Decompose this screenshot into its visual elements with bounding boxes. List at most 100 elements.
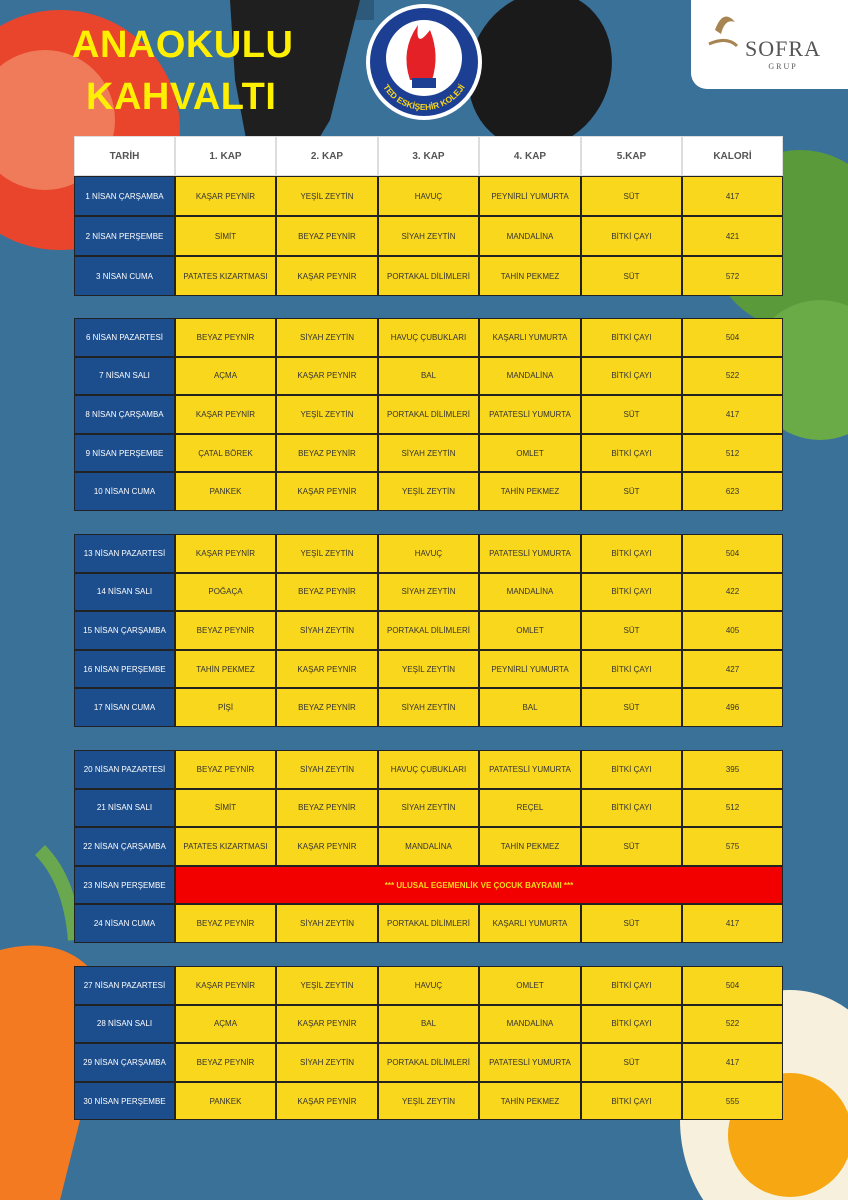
date-cell: 9 NİSAN PERŞEMBE [74, 433, 175, 473]
menu-cell: KAŞARLI YUMURTA [479, 318, 581, 357]
menu-cell: KAŞAR PEYNİR [276, 356, 378, 396]
date-cell: 23 NİSAN PERŞEMBE [74, 865, 175, 905]
menu-cell: SİYAH ZEYTİN [276, 904, 378, 943]
menu-cell: YEŞİL ZEYTİN [276, 534, 378, 573]
logo-torch [412, 78, 436, 88]
calorie-cell: 504 [682, 534, 783, 573]
calorie-cell: 555 [682, 1081, 783, 1121]
brand-sub: GRUP [768, 62, 797, 71]
menu-cell: PORTAKAL DİLİMLERİ [378, 1043, 479, 1082]
menu-cell: BEYAZ PEYNİR [276, 572, 378, 612]
menu-cell: SİYAH ZEYTİN [276, 318, 378, 357]
menu-cell: OMLET [479, 433, 581, 473]
menu-cell: PATATES KIZARTMASI [175, 827, 276, 866]
menu-cell: BİTKİ ÇAYI [581, 433, 682, 473]
menu-cell: PORTAKAL DİLİMLERİ [378, 256, 479, 296]
menu-cell: SİYAH ZEYTİN [378, 572, 479, 612]
date-cell: 17 NİSAN CUMA [74, 688, 175, 727]
menu-cell: SÜT [581, 904, 682, 943]
menu-cell: TAHİN PEKMEZ [479, 1081, 581, 1121]
menu-cell: SİYAH ZEYTİN [378, 433, 479, 473]
menu-cell: SİYAH ZEYTİN [378, 688, 479, 727]
menu-cell: MANDALİNA [479, 216, 581, 256]
date-cell: 27 NİSAN PAZARTESİ [74, 966, 175, 1005]
menu-cell: BİTKİ ÇAYI [581, 649, 682, 689]
menu-cell: BEYAZ PEYNİR [175, 611, 276, 650]
column-header: 3. KAP [378, 136, 479, 176]
calorie-cell: 427 [682, 649, 783, 689]
calorie-cell: 417 [682, 904, 783, 943]
date-cell: 29 NİSAN ÇARŞAMBA [74, 1043, 175, 1082]
menu-cell: BEYAZ PEYNİR [175, 318, 276, 357]
menu-cell: BEYAZ PEYNİR [175, 1043, 276, 1082]
menu-cell: PATATES KIZARTMASI [175, 256, 276, 296]
menu-cell: TAHİN PEKMEZ [479, 256, 581, 296]
menu-cell: OMLET [479, 966, 581, 1005]
menu-cell: MANDALİNA [479, 572, 581, 612]
menu-cell: KAŞAR PEYNİR [276, 1081, 378, 1121]
column-header: TARİH [74, 136, 175, 176]
menu-cell: SİMİT [175, 788, 276, 828]
title-line: KAHVALTI [86, 76, 277, 118]
calorie-cell: 522 [682, 1004, 783, 1044]
date-cell: 15 NİSAN ÇARŞAMBA [74, 611, 175, 650]
menu-cell: PANKEK [175, 472, 276, 511]
date-cell: 8 NİSAN ÇARŞAMBA [74, 395, 175, 434]
menu-cell: AÇMA [175, 1004, 276, 1044]
menu-cell: SİYAH ZEYTİN [378, 216, 479, 256]
menu-cell: SÜT [581, 611, 682, 650]
brand-box: SOFRA GRUP [691, 0, 848, 89]
menu-cell: BEYAZ PEYNİR [276, 688, 378, 727]
menu-cell: HAVUÇ ÇUBUKLARI [378, 318, 479, 357]
menu-cell: PEYNİRLİ YUMURTA [479, 176, 581, 216]
menu-cell: SİYAH ZEYTİN [276, 750, 378, 789]
menu-cell: SÜT [581, 256, 682, 296]
menu-cell: PEYNİRLİ YUMURTA [479, 649, 581, 689]
menu-cell: BEYAZ PEYNİR [175, 750, 276, 789]
menu-cell: YEŞİL ZEYTİN [378, 1081, 479, 1121]
menu-cell: HAVUÇ [378, 534, 479, 573]
date-cell: 7 NİSAN SALI [74, 356, 175, 396]
menu-cell: YEŞİL ZEYTİN [378, 649, 479, 689]
menu-cell: BEYAZ PEYNİR [175, 904, 276, 943]
menu-cell: OMLET [479, 611, 581, 650]
calorie-cell: 572 [682, 256, 783, 296]
menu-cell: KAŞAR PEYNİR [175, 176, 276, 216]
menu-cell: KAŞAR PEYNİR [276, 472, 378, 511]
menu-cell: BEYAZ PEYNİR [276, 216, 378, 256]
menu-cell: MANDALİNA [479, 356, 581, 396]
menu-cell: SİMİT [175, 216, 276, 256]
calorie-cell: 512 [682, 788, 783, 828]
calorie-cell: 504 [682, 966, 783, 1005]
menu-cell: SİYAH ZEYTİN [276, 1043, 378, 1082]
column-header: 2. KAP [276, 136, 378, 176]
menu-cell: SÜT [581, 827, 682, 866]
menu-cell: MANDALİNA [479, 1004, 581, 1044]
menu-cell: KAŞAR PEYNİR [276, 827, 378, 866]
date-cell: 14 NİSAN SALI [74, 572, 175, 612]
menu-cell: BEYAZ PEYNİR [276, 433, 378, 473]
calorie-cell: 512 [682, 433, 783, 473]
menu-cell: REÇEL [479, 788, 581, 828]
menu-cell: KAŞAR PEYNİR [276, 256, 378, 296]
menu-cell: PORTAKAL DİLİMLERİ [378, 395, 479, 434]
brand-mark [715, 16, 735, 34]
menu-cell: BİTKİ ÇAYI [581, 1004, 682, 1044]
menu-cell: BİTKİ ÇAYI [581, 1081, 682, 1121]
menu-cell: BAL [378, 1004, 479, 1044]
menu-cell: PATATESLİ YUMURTA [479, 395, 581, 434]
menu-cell: HAVUÇ ÇUBUKLARI [378, 750, 479, 789]
menu-cell: TAHİN PEKMEZ [479, 827, 581, 866]
carrot-leaf [34, 845, 82, 941]
menu-cell: KAŞAR PEYNİR [175, 395, 276, 434]
menu-cell: PİŞİ [175, 688, 276, 727]
holiday-cell: *** ULUSAL EGEMENLİK VE ÇOCUK BAYRAMI **… [175, 865, 783, 905]
date-cell: 3 NİSAN CUMA [74, 256, 175, 296]
brand-mark [708, 39, 739, 48]
menu-cell: TAHİN PEKMEZ [479, 472, 581, 511]
menu-cell: BİTKİ ÇAYI [581, 750, 682, 789]
menu-cell: YEŞİL ZEYTİN [276, 395, 378, 434]
menu-cell: YEŞİL ZEYTİN [276, 176, 378, 216]
menu-cell: PANKEK [175, 1081, 276, 1121]
